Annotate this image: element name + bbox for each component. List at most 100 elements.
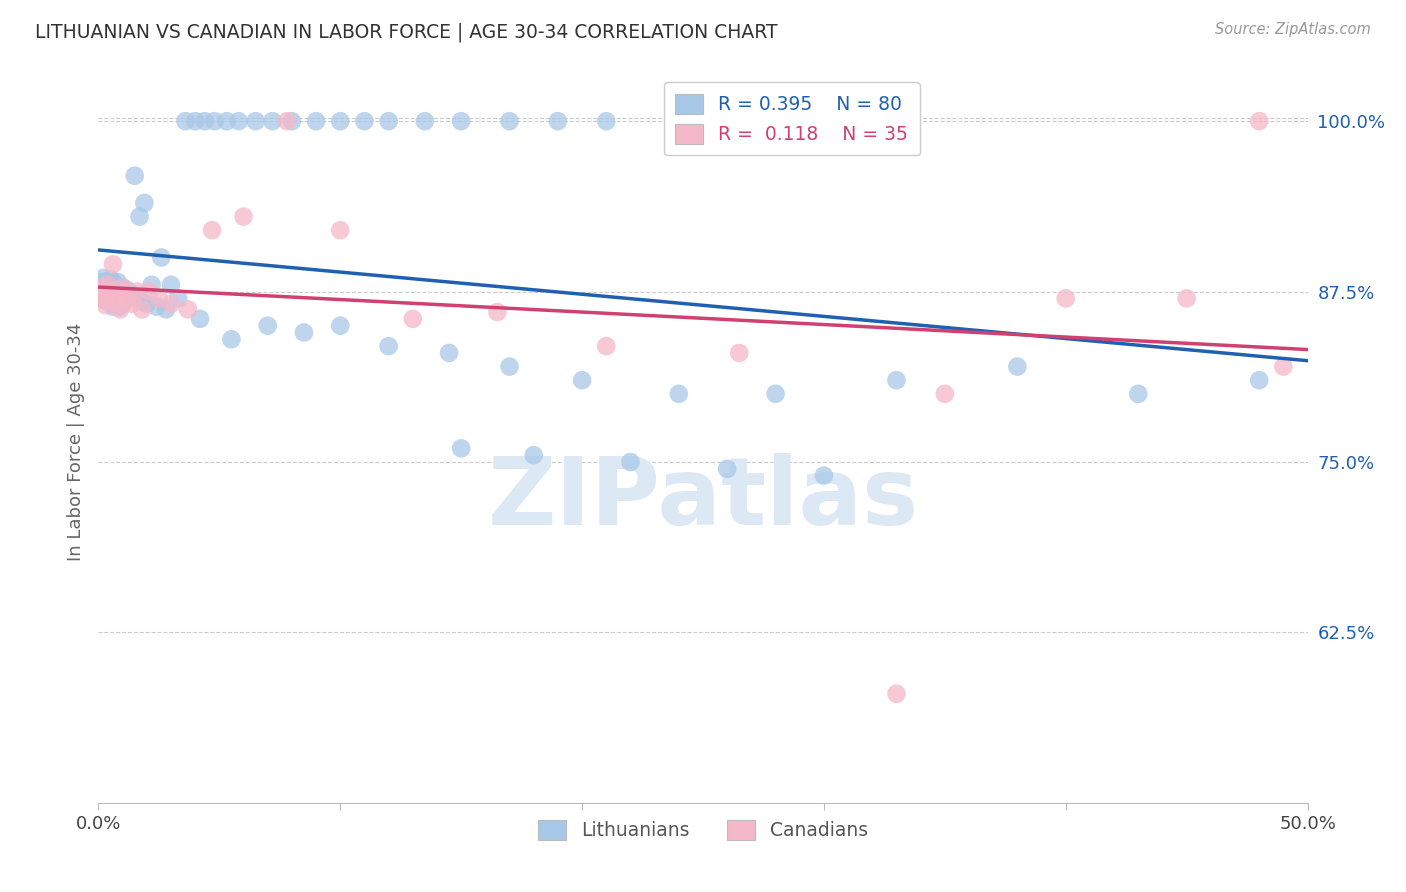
Point (135, 297, 157, 311)
Point (886, 687, 908, 701)
Point (329, 114, 352, 128)
Point (1175, 292, 1198, 306)
Point (177, 302, 200, 317)
Point (437, 346, 460, 360)
Point (91, 285, 114, 299)
Point (498, 359, 520, 374)
Point (377, 114, 399, 128)
Point (413, 114, 436, 128)
Point (121, 288, 143, 302)
Point (450, 442, 472, 456)
Point (498, 114, 520, 128)
Point (97, 277, 120, 292)
Point (547, 114, 569, 128)
Point (117, 292, 139, 306)
Point (813, 468, 835, 483)
Text: Source: ZipAtlas.com: Source: ZipAtlas.com (1215, 22, 1371, 37)
Point (114, 285, 136, 300)
Point (232, 210, 254, 224)
Point (108, 283, 131, 297)
Point (131, 294, 153, 309)
Point (155, 302, 177, 317)
Point (188, 311, 211, 326)
Point (228, 114, 250, 128)
Point (204, 114, 226, 128)
Point (740, 114, 762, 128)
Point (402, 311, 425, 326)
Point (150, 251, 173, 265)
Point (90, 280, 112, 294)
Point (100, 285, 122, 299)
Point (329, 318, 352, 333)
Point (111, 280, 134, 294)
Point (571, 373, 593, 387)
Point (97, 277, 120, 292)
Point (107, 292, 129, 306)
Point (262, 114, 284, 128)
Point (117, 283, 139, 297)
Point (127, 292, 149, 306)
Point (124, 169, 146, 183)
Point (174, 114, 197, 128)
Point (91, 290, 114, 304)
Point (728, 346, 751, 360)
Point (450, 114, 472, 128)
Point (668, 114, 690, 128)
Point (934, 387, 956, 401)
Point (353, 114, 375, 128)
Point (101, 283, 124, 297)
Point (100, 280, 122, 294)
Point (523, 448, 546, 462)
Point (94, 294, 117, 309)
Point (111, 297, 134, 311)
Point (215, 114, 238, 128)
Point (765, 387, 787, 401)
Point (107, 297, 129, 311)
Point (1007, 359, 1029, 374)
Point (245, 114, 267, 128)
Point (131, 302, 153, 317)
Point (94, 282, 117, 296)
Point (184, 114, 207, 128)
Point (90, 275, 112, 289)
Point (97, 287, 120, 301)
Point (108, 302, 131, 317)
Point (256, 318, 278, 333)
Point (118, 285, 141, 300)
Text: LITHUANIAN VS CANADIAN IN LABOR FORCE | AGE 30-34 CORRELATION CHART: LITHUANIAN VS CANADIAN IN LABOR FORCE | … (35, 22, 778, 42)
Point (619, 455, 641, 469)
Point (104, 288, 127, 302)
Point (194, 114, 217, 128)
Point (1054, 292, 1077, 306)
Point (167, 292, 190, 306)
Point (1249, 373, 1271, 387)
Point (111, 280, 134, 294)
Point (101, 300, 124, 314)
Point (128, 210, 150, 224)
Point (1249, 114, 1271, 128)
Point (100, 272, 122, 286)
Point (107, 275, 129, 289)
Point (104, 292, 127, 306)
Point (1128, 387, 1150, 401)
Point (292, 326, 315, 340)
Point (108, 300, 131, 314)
Point (276, 114, 298, 128)
Point (329, 223, 352, 237)
Point (886, 373, 908, 387)
Point (101, 257, 124, 271)
Point (91, 271, 114, 285)
Point (94, 298, 117, 312)
Point (145, 300, 167, 314)
Point (94, 275, 117, 289)
Point (100, 297, 122, 311)
Point (148, 292, 170, 306)
Point (595, 339, 617, 353)
Point (91, 285, 114, 299)
Point (377, 339, 399, 353)
Point (160, 277, 183, 292)
Point (1272, 359, 1295, 374)
Point (160, 297, 183, 311)
Point (221, 332, 243, 346)
Point (104, 277, 127, 292)
